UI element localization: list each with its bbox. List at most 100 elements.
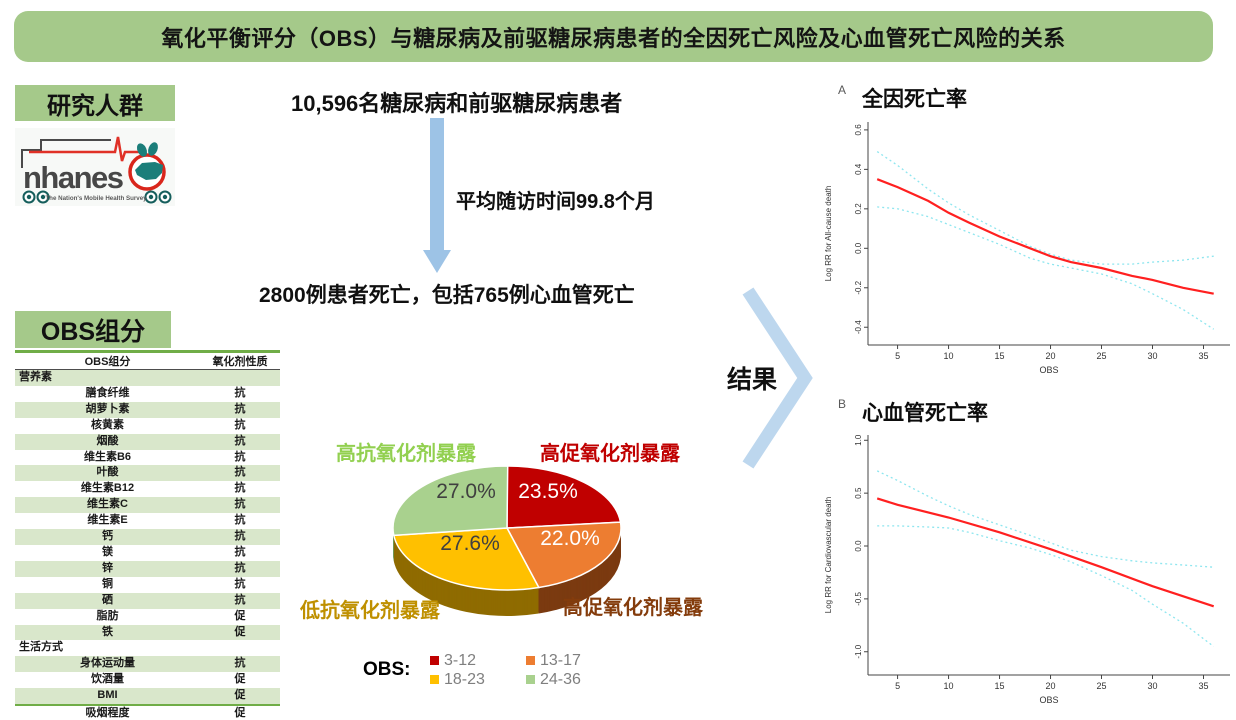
- x-tick-label: 5: [895, 351, 900, 361]
- x-tick-label: 25: [1097, 681, 1107, 691]
- x-tick-label: 20: [1046, 681, 1056, 691]
- legend-label: 13-17: [540, 651, 581, 669]
- panel-label: B: [838, 397, 846, 411]
- y-tick-label: 0.0: [854, 540, 863, 552]
- pie-percent-label: 27.6%: [440, 532, 500, 555]
- leaf-icon: [136, 143, 148, 157]
- x-tick-label: 15: [995, 681, 1005, 691]
- table-row: 胡萝卜素 抗: [15, 401, 280, 418]
- deaths-text: 2800例患者死亡，包括765例心血管死亡: [259, 284, 635, 307]
- table-header-row: OBS组分 氧化剂性质: [15, 351, 280, 370]
- oxidant-property: 抗: [234, 657, 246, 670]
- title-banner: 氧化平衡评分（OBS）与糖尿病及前驱糖尿病患者的全因死亡风险及心血管死亡风险的关…: [14, 11, 1213, 62]
- y-tick-label: 1.0: [854, 434, 863, 446]
- table-row: BMI 促: [15, 688, 280, 706]
- component-name: 脂肪: [96, 609, 119, 622]
- population-text: 10,596名糖尿病和前驱糖尿病患者: [291, 91, 623, 116]
- section-label: 生活方式: [19, 641, 63, 654]
- legend-item: 24-36: [526, 670, 622, 689]
- series-line-ci-upper: [876, 151, 1214, 265]
- pie-slice-top: [392, 527, 540, 591]
- component-name: 胡萝卜素: [85, 402, 130, 415]
- oxidant-property: 促: [234, 673, 246, 686]
- wheels-icon: [22, 190, 172, 204]
- oxidant-property: 抗: [234, 434, 246, 447]
- study-population-header: 研究人群: [15, 85, 175, 121]
- legend-title: OBS:: [363, 659, 411, 680]
- chart-title: 心血管死亡率: [862, 401, 988, 425]
- chevron-right-icon: [742, 287, 813, 469]
- legend-swatch: [430, 675, 439, 684]
- legend-label: 24-36: [540, 670, 581, 688]
- leaf-icon: [148, 142, 158, 156]
- x-tick-label: 35: [1198, 681, 1208, 691]
- component-name: 镁: [102, 545, 113, 558]
- oxidant-property: 抗: [234, 577, 246, 590]
- x-tick-label: 15: [995, 351, 1005, 361]
- series-line-ci-upper: [876, 470, 1214, 568]
- y-axis-label: Log RR for Cardiovascular death: [824, 497, 833, 614]
- all-cause-mortality-chart: A 全因死亡率 5 10 15 20 25 30 35 0.6 0.4 0.2 0.0 -0.2 -0.4 O…: [824, 83, 1230, 375]
- obs-components-header: OBS组分: [15, 311, 171, 348]
- component-name: 锌: [102, 561, 113, 574]
- section-label: 营养素: [19, 371, 52, 383]
- x-axis-label: OBS: [1039, 695, 1058, 705]
- table-row: 维生素C 抗: [15, 497, 280, 514]
- chart-title: 全因死亡率: [861, 87, 967, 111]
- obs-components-table: OBS组分 氧化剂性质 营养素 膳食纤维抗胡萝卜素抗核黄素抗烟酸抗维生素B6 抗叶酸…: [15, 350, 280, 720]
- component-name: 维生素B12: [80, 482, 135, 495]
- oxidant-property: 促: [200, 704, 280, 720]
- y-tick-label: 0.5: [854, 487, 863, 499]
- y-tick-label: 0.2: [854, 203, 863, 215]
- result-label: 结果: [727, 366, 778, 394]
- pie-label-high-antioxidant: 高抗氧化剂暴露: [336, 443, 476, 465]
- x-axis-label: OBS: [1039, 365, 1058, 375]
- component-name: 铜: [102, 577, 113, 590]
- series-line-estimate: [876, 497, 1215, 608]
- legend-label: 3-12: [444, 651, 477, 669]
- logo-tagline: The Nation's Mobile Health Survey: [45, 195, 147, 202]
- series-line-estimate: [876, 178, 1214, 295]
- legend-item: 3-12: [430, 651, 526, 670]
- pie-slice-top: [506, 465, 622, 529]
- table-row: 镁抗: [15, 545, 280, 561]
- table-row: 锌抗: [15, 560, 280, 577]
- component-name: 维生素B6: [83, 450, 132, 463]
- component-name: 饮酒量: [91, 673, 124, 686]
- component-name: 硒: [102, 593, 113, 606]
- pie-percent-label: 27.0%: [436, 480, 496, 503]
- component-name: 钙: [102, 530, 113, 543]
- oxidant-property: 抗: [234, 482, 246, 495]
- pie-slice-top: [505, 521, 622, 589]
- us-map-icon: [135, 162, 163, 180]
- y-tick-label: -0.2: [854, 280, 863, 294]
- component-name: 核黄素: [91, 418, 124, 431]
- down-arrow-icon: [423, 118, 451, 273]
- y-tick-label: -0.4: [854, 320, 863, 334]
- y-tick-label: 0.6: [854, 124, 863, 136]
- table-row: 核黄素 抗: [15, 418, 280, 434]
- table-row: 叶酸 抗: [15, 465, 280, 482]
- logo-wordmark: nhanes: [23, 160, 123, 195]
- table-row: 身体运动量 抗: [15, 656, 280, 673]
- oxidant-property: 抗: [234, 593, 246, 606]
- x-tick-label: 10: [944, 681, 954, 691]
- cardiovascular-mortality-chart: B 心血管死亡率 5 10 15 20 25 30 35 1.0 0.5 0.0 -0.5 -1.0 OBS…: [824, 397, 1230, 705]
- y-tick-label: -0.5: [854, 591, 863, 605]
- x-tick-label: 30: [1147, 351, 1157, 361]
- table-row: 维生素B6 抗: [15, 450, 280, 466]
- component-name: 铁: [102, 625, 113, 638]
- table-section-row: 生活方式: [15, 640, 280, 656]
- trailer-outline-icon: [21, 139, 111, 168]
- column-header-oxidant: 氧化剂性质: [200, 351, 280, 370]
- page-title: 氧化平衡评分（OBS）与糖尿病及前驱糖尿病患者的全因死亡风险及心血管死亡风险的关…: [161, 25, 1066, 51]
- pie-label-high-prooxidant-bottom: 高促氧化剂暴露: [563, 597, 703, 619]
- legend-swatch: [526, 675, 535, 684]
- oxidant-property: 抗: [234, 514, 246, 527]
- oxidant-property: 抗: [234, 466, 246, 479]
- x-tick-label: 10: [944, 351, 954, 361]
- x-tick-label: 5: [895, 681, 900, 691]
- table-row: 吸烟程度促: [15, 704, 280, 720]
- legend-swatch: [430, 656, 439, 665]
